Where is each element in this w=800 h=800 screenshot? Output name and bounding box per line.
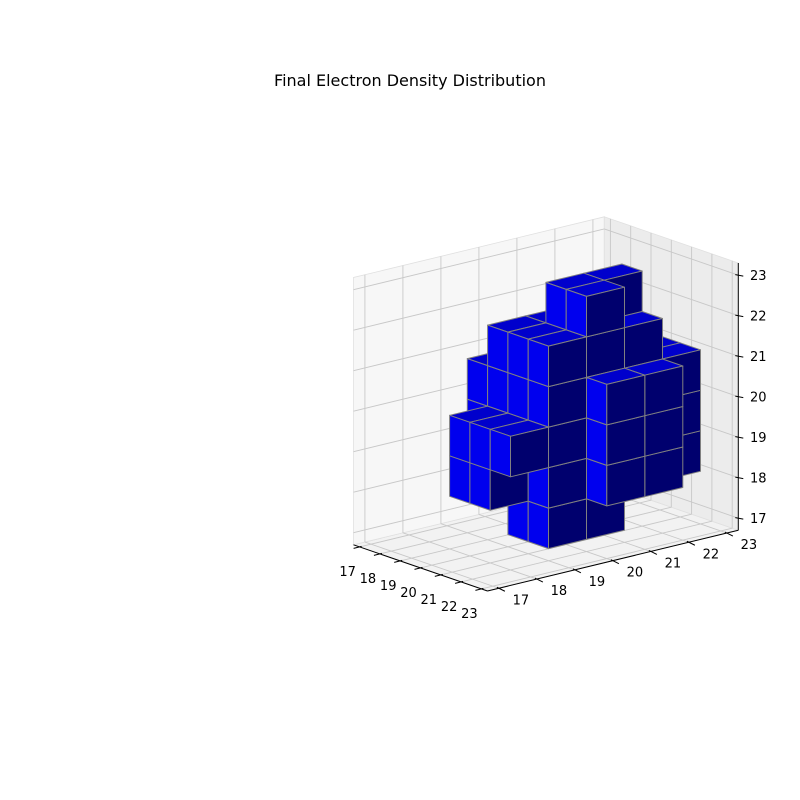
z-tick-label: 20 xyxy=(750,391,767,406)
z-tick-label: 21 xyxy=(750,350,767,365)
voxel-front-face xyxy=(469,421,491,471)
voxel-cube xyxy=(527,457,587,509)
voxel-front-face xyxy=(507,331,529,381)
z-tick xyxy=(735,436,744,439)
y-tick xyxy=(686,540,696,546)
x-tick xyxy=(475,587,484,591)
voxel-front-face xyxy=(449,455,471,504)
voxel-front-face xyxy=(487,324,509,374)
grid-line xyxy=(460,520,713,583)
x-tick xyxy=(353,545,362,549)
z-tick-label: 18 xyxy=(750,472,767,487)
z-tick xyxy=(735,355,744,358)
grid-line xyxy=(353,228,605,291)
x-tick-label: 20 xyxy=(400,586,417,601)
z-tick-label: 17 xyxy=(750,512,767,527)
axes: 17 18 19 20 21 22 2317181920212223171819202122… xyxy=(339,262,767,622)
voxel-cube xyxy=(489,419,549,478)
z-tick xyxy=(735,395,744,399)
voxel-cube xyxy=(586,455,646,507)
voxel-cube xyxy=(449,455,471,504)
voxel-front-face xyxy=(527,379,549,428)
voxel-cube xyxy=(527,376,587,428)
voxel-front-face xyxy=(586,417,608,466)
y-tick xyxy=(496,586,506,592)
voxel-front-face xyxy=(527,500,549,550)
y-tick xyxy=(610,559,620,565)
voxel-cube xyxy=(586,367,646,426)
z-tick-label: 22 xyxy=(750,310,767,325)
x-tick-label: 22 xyxy=(441,600,458,615)
voxel-cube xyxy=(507,372,529,421)
y-tick-label: 23 xyxy=(741,538,758,553)
x-tick-label: 18 xyxy=(360,572,377,587)
voxel-front-face xyxy=(489,428,511,478)
voxel-front-face xyxy=(466,358,489,407)
y-tick xyxy=(648,550,658,555)
z-tick-label: 23 xyxy=(750,269,767,284)
x-tick xyxy=(414,566,423,570)
grid-line xyxy=(481,527,733,590)
z-tick xyxy=(735,314,744,318)
grid-line xyxy=(604,228,739,276)
voxel-cube xyxy=(487,365,509,414)
voxel-front-face xyxy=(527,338,549,388)
voxel-side-face xyxy=(510,426,549,478)
voxel-front-face xyxy=(545,281,567,331)
x-tick-label: 21 xyxy=(421,593,438,608)
voxel-front-face xyxy=(449,414,471,464)
voxel-side-face xyxy=(644,365,684,417)
x-tick-label: 19 xyxy=(380,579,397,594)
chart-title: Final Electron Density Distribution xyxy=(274,71,546,90)
x-tick xyxy=(394,559,403,563)
voxel-cube xyxy=(527,329,587,388)
voxel-front-face xyxy=(586,376,608,426)
voxel-cube xyxy=(565,279,625,338)
voxel-side-face xyxy=(548,336,587,388)
voxel-side-face xyxy=(606,374,646,426)
y-tick xyxy=(724,531,734,537)
x-tick-label: 23 xyxy=(461,607,478,622)
x-tick-label: 17 xyxy=(339,565,356,580)
y-tick-label: 21 xyxy=(665,556,682,571)
y-tick-label: 22 xyxy=(703,547,720,562)
y-tick xyxy=(572,568,582,574)
voxel-front-face xyxy=(565,288,587,338)
x-tick xyxy=(373,552,383,556)
voxel-cube xyxy=(624,358,684,417)
y-tick-label: 17 xyxy=(513,593,530,608)
z-tick-label: 19 xyxy=(750,431,767,446)
voxel-cube xyxy=(449,405,509,464)
y-tick-label: 20 xyxy=(627,566,644,581)
z-tick xyxy=(735,517,744,520)
y-tick xyxy=(534,577,544,583)
voxel-cube xyxy=(586,415,646,466)
z-tick xyxy=(735,274,744,277)
voxel-front-face xyxy=(487,365,509,414)
x-tick xyxy=(454,580,464,584)
voxel-front-face xyxy=(469,462,491,511)
voxel-cube xyxy=(527,498,587,550)
x-tick xyxy=(434,573,443,577)
voxel-side-face xyxy=(586,286,625,338)
voxel-cube xyxy=(487,315,547,374)
z-tick xyxy=(735,476,744,480)
voxel-front-face xyxy=(586,457,608,507)
y-tick-label: 19 xyxy=(589,575,606,590)
voxel-front-face xyxy=(507,372,529,421)
y-tick-label: 18 xyxy=(551,584,568,599)
voxels xyxy=(449,263,701,550)
